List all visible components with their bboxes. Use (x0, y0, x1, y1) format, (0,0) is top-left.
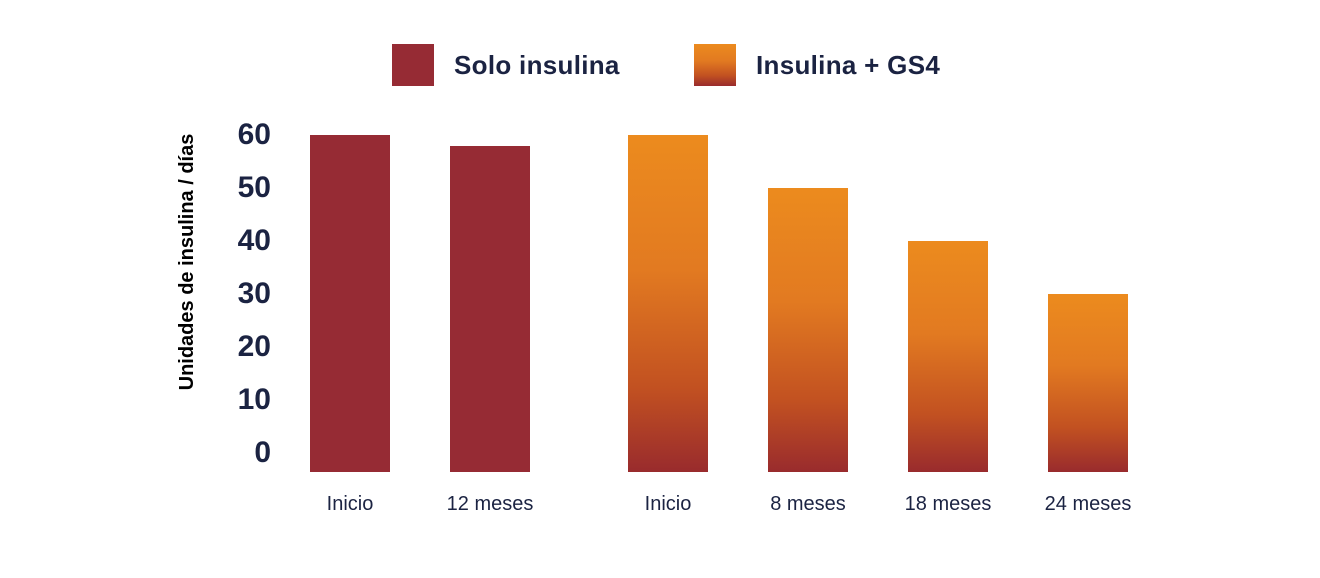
y-axis-title: Unidades de insulina / días (176, 133, 198, 391)
x-axis-label: 12 meses (446, 493, 534, 515)
x-axis-label: 18 meses (904, 493, 992, 515)
x-axis-label: 8 meses (770, 493, 846, 515)
y-tick-label: 30 (237, 277, 271, 310)
y-tick-label: 40 (237, 224, 271, 257)
bar (908, 241, 988, 472)
y-tick-label: 60 (237, 118, 271, 151)
legend-label: Insulina + GS4 (756, 50, 941, 80)
bar (768, 188, 848, 472)
y-tick-label: 20 (237, 330, 271, 363)
solid-square-swatch (392, 44, 434, 86)
gradient-square-swatch (694, 44, 736, 86)
bar (628, 135, 708, 472)
bar (310, 135, 390, 472)
x-axis-label: 24 meses (1044, 493, 1132, 515)
y-tick-label: 0 (254, 436, 271, 469)
y-tick-label: 50 (237, 171, 271, 204)
x-axis-label: Inicio (326, 493, 374, 515)
bar (450, 145, 530, 472)
x-axis-label: Inicio (644, 493, 692, 515)
bar (1048, 294, 1128, 472)
legend-label: Solo insulina (454, 50, 620, 80)
y-tick-label: 10 (237, 383, 271, 416)
